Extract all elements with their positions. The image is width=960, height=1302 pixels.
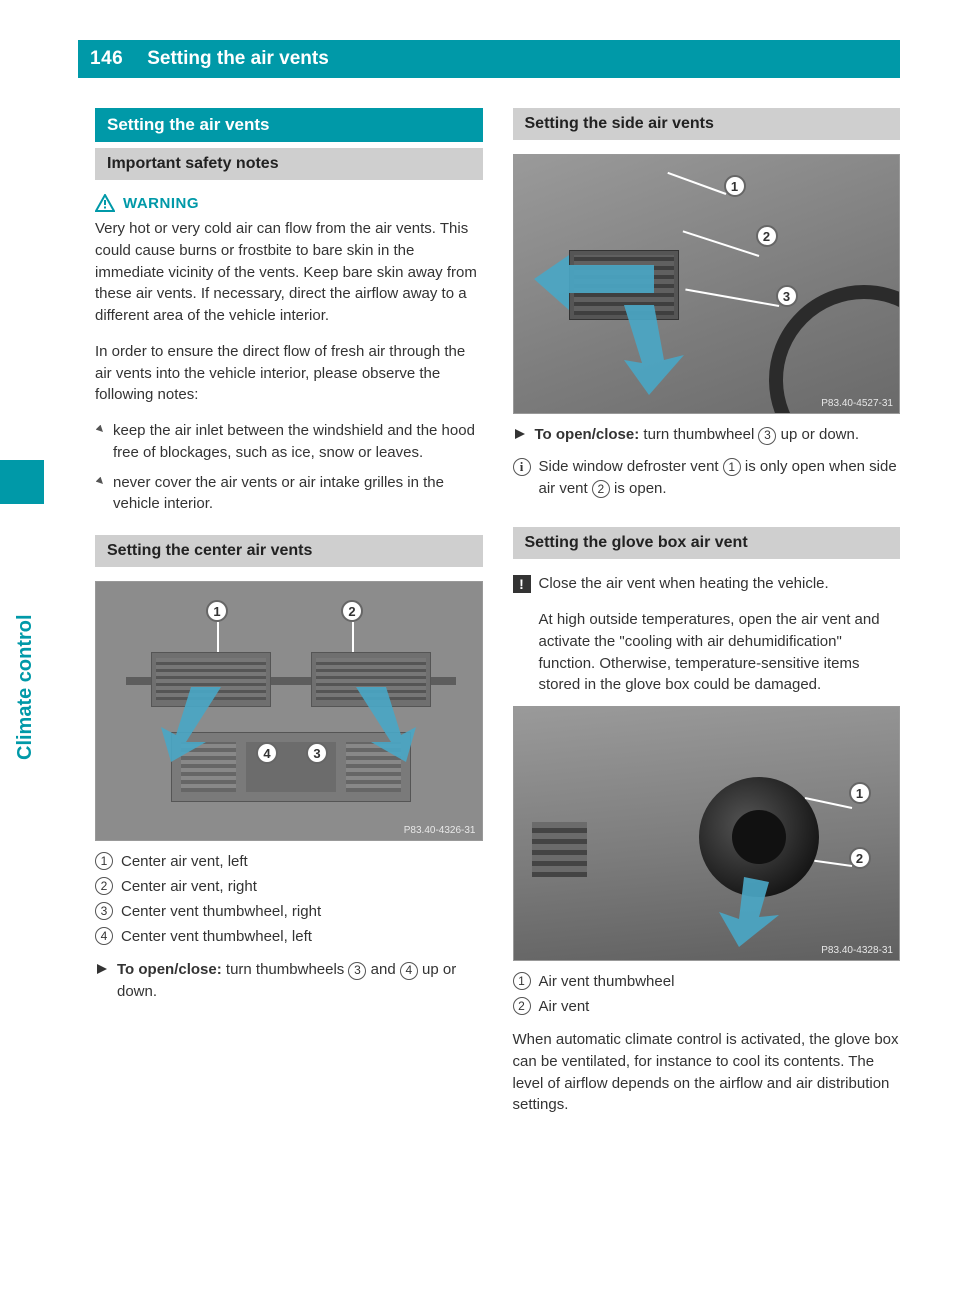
legend-text: Center vent thumbwheel, left bbox=[121, 926, 312, 947]
caution-text: Close the air vent when heating the vehi… bbox=[539, 573, 901, 696]
legend-number: 4 bbox=[95, 927, 113, 945]
figure-side-vents: 1 2 3 P83.40-4527-31 bbox=[513, 154, 901, 414]
list-item: never cover the air vents or air intake … bbox=[95, 472, 483, 516]
caution-icon: ! bbox=[513, 575, 531, 593]
list-item: keep the air inlet between the windshiel… bbox=[95, 420, 483, 464]
step-text: To open/close: turn thumbwheel 3 up or d… bbox=[535, 424, 860, 446]
info-text: Side window defroster vent 1 is only ope… bbox=[539, 456, 901, 500]
legend-text: Air vent thumbwheel bbox=[539, 971, 675, 992]
page: Climate control 146 Setting the air vent… bbox=[0, 0, 960, 1302]
legend-item: 1 Center air vent, left bbox=[95, 851, 483, 872]
figure-center-vents: 1 2 3 4 P83.40-4326-31 bbox=[95, 581, 483, 841]
h2-glove-box-vent: Setting the glove box air vent bbox=[513, 527, 901, 559]
figure-glove-vent: 1 2 P83.40-4328-31 bbox=[513, 706, 901, 961]
step-open-close-side: To open/close: turn thumbwheel 3 up or d… bbox=[513, 424, 901, 446]
inline-number: 2 bbox=[592, 480, 610, 498]
figure-callout: 1 bbox=[724, 175, 746, 197]
airflow-arrow-icon bbox=[151, 687, 246, 762]
warning-icon bbox=[95, 194, 115, 212]
caution-glove: ! Close the air vent when heating the ve… bbox=[513, 573, 901, 696]
legend-item: 1 Air vent thumbwheel bbox=[513, 971, 901, 992]
airflow-arrow-icon bbox=[594, 305, 684, 395]
figure-callout: 3 bbox=[306, 742, 328, 764]
glove-para: When automatic climate control is activa… bbox=[513, 1029, 901, 1116]
warning-header: WARNING bbox=[95, 194, 483, 212]
figure-callout: 1 bbox=[206, 600, 228, 622]
legend-number: 2 bbox=[513, 997, 531, 1015]
h1-setting-air-vents: Setting the air vents bbox=[95, 108, 483, 142]
legend-item: 2 Air vent bbox=[513, 996, 901, 1017]
legend-number: 1 bbox=[95, 852, 113, 870]
legend-text: Center vent thumbwheel, right bbox=[121, 901, 321, 922]
page-number: 146 bbox=[78, 40, 135, 78]
warning-label: WARNING bbox=[123, 195, 199, 212]
h2-safety-notes: Important safety notes bbox=[95, 148, 483, 180]
inline-number: 4 bbox=[400, 962, 418, 980]
figure-ref: P83.40-4328-31 bbox=[821, 945, 893, 956]
figure-ref: P83.40-4527-31 bbox=[821, 398, 893, 409]
inline-number: 3 bbox=[758, 427, 776, 445]
inline-number: 1 bbox=[723, 458, 741, 476]
info-icon: i bbox=[513, 458, 531, 476]
airflow-arrow-icon bbox=[331, 687, 426, 762]
figure-callout: 4 bbox=[256, 742, 278, 764]
figure-callout: 2 bbox=[756, 225, 778, 247]
page-title: Setting the air vents bbox=[135, 40, 900, 78]
legend-glove-vent: 1 Air vent thumbwheel 2 Air vent bbox=[513, 971, 901, 1017]
legend-center-vents: 1 Center air vent, left 2 Center air ven… bbox=[95, 851, 483, 947]
h2-center-vents: Setting the center air vents bbox=[95, 535, 483, 567]
legend-item: 3 Center vent thumbwheel, right bbox=[95, 901, 483, 922]
content-columns: Setting the air vents Important safety n… bbox=[95, 108, 900, 1130]
step-arrow-icon bbox=[513, 427, 527, 446]
page-header: 146 Setting the air vents bbox=[78, 40, 900, 78]
figure-callout: 3 bbox=[776, 285, 798, 307]
legend-number: 2 bbox=[95, 877, 113, 895]
legend-item: 2 Center air vent, right bbox=[95, 876, 483, 897]
inline-number: 3 bbox=[348, 962, 366, 980]
h2-side-vents: Setting the side air vents bbox=[513, 108, 901, 140]
legend-number: 3 bbox=[95, 902, 113, 920]
legend-text: Center air vent, right bbox=[121, 876, 257, 897]
airflow-arrow-icon bbox=[704, 877, 784, 947]
side-tab bbox=[0, 460, 44, 504]
legend-number: 1 bbox=[513, 972, 531, 990]
intro-para: In order to ensure the direct flow of fr… bbox=[95, 341, 483, 406]
airflow-arrow-icon bbox=[534, 255, 654, 310]
step-arrow-icon bbox=[95, 962, 109, 1003]
left-column: Setting the air vents Important safety n… bbox=[95, 108, 483, 1130]
step-open-close-center: To open/close: turn thumbwheels 3 and 4 … bbox=[95, 959, 483, 1003]
figure-ref: P83.40-4326-31 bbox=[404, 825, 476, 836]
notes-list: keep the air inlet between the windshiel… bbox=[95, 420, 483, 515]
warning-text: Very hot or very cold air can flow from … bbox=[95, 218, 483, 327]
legend-item: 4 Center vent thumbwheel, left bbox=[95, 926, 483, 947]
legend-text: Center air vent, left bbox=[121, 851, 248, 872]
info-side-vent: i Side window defroster vent 1 is only o… bbox=[513, 456, 901, 500]
figure-callout: 2 bbox=[341, 600, 363, 622]
side-section-label: Climate control bbox=[14, 614, 37, 760]
legend-text: Air vent bbox=[539, 996, 590, 1017]
figure-callout: 1 bbox=[849, 782, 871, 804]
step-text: To open/close: turn thumbwheels 3 and 4 … bbox=[117, 959, 483, 1003]
right-column: Setting the side air vents 1 bbox=[513, 108, 901, 1130]
